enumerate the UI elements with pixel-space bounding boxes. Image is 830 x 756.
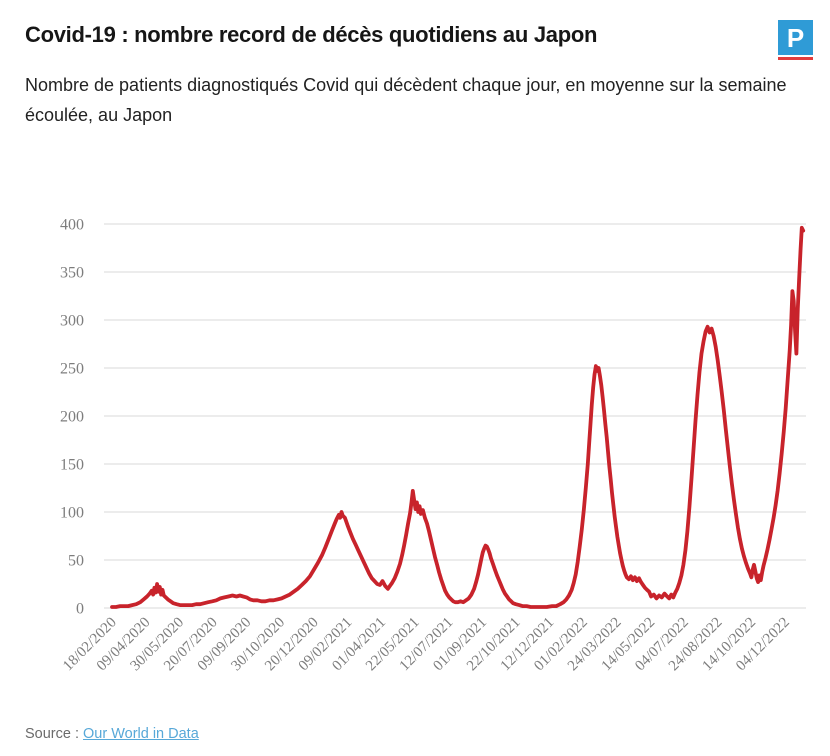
- source-link[interactable]: Our World in Data: [83, 726, 199, 742]
- y-axis-tick-label: 250: [60, 361, 84, 378]
- source-label: Source :: [25, 726, 79, 742]
- y-axis-tick-label: 0: [76, 601, 84, 618]
- y-axis-tick-label: 300: [60, 313, 84, 330]
- page-title: Covid-19 : nombre record de décès quotid…: [25, 22, 598, 47]
- y-axis-tick-label: 400: [60, 217, 84, 234]
- y-axis-tick-label: 100: [60, 505, 84, 522]
- y-axis-tick-label: 350: [60, 265, 84, 282]
- source-line: Source : Our World in Data: [25, 726, 199, 742]
- le-parisien-logo-letter: P: [786, 22, 805, 53]
- covid-deaths-line-chart: 05010015020025030035040018/02/202009/04/…: [60, 217, 806, 674]
- le-parisien-logo[interactable]: P: [778, 20, 813, 61]
- deaths-series-line: [110, 225, 806, 609]
- le-parisien-logo-redbar: [778, 57, 813, 60]
- y-axis-tick-label: 200: [60, 409, 84, 426]
- y-axis-tick-label: 150: [60, 457, 84, 474]
- le-parisien-logo-square: P: [778, 20, 813, 55]
- chart-subtitle: Nombre de patients diagnostiqués Covid q…: [25, 75, 787, 125]
- y-axis-tick-label: 50: [68, 553, 84, 570]
